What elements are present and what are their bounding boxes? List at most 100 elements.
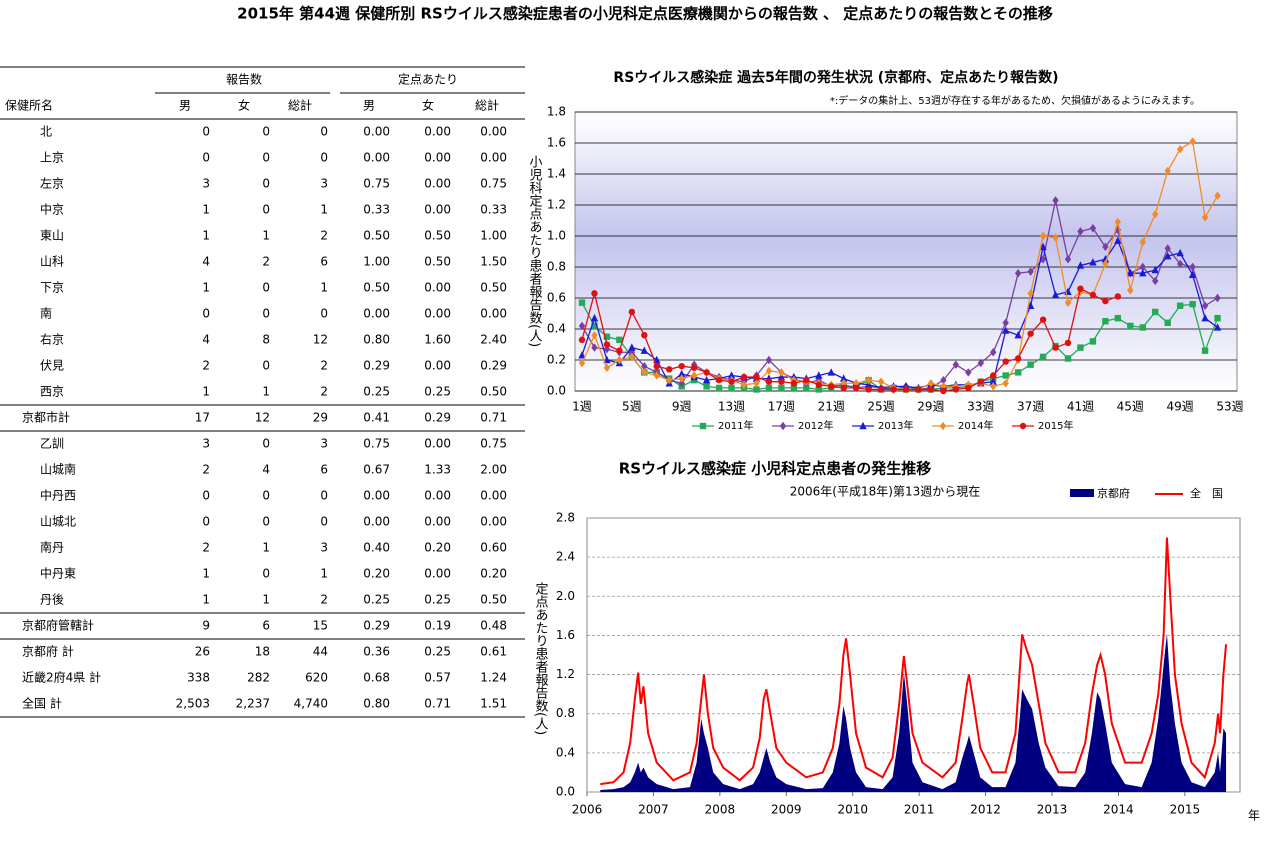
y-tick-label: 0.6 bbox=[547, 291, 566, 305]
row-name: 京都府 計 bbox=[22, 644, 74, 659]
row-name: 近畿2府4県 計 bbox=[22, 670, 101, 685]
cell: 0.00 bbox=[363, 307, 390, 321]
row-name: 山城南 bbox=[40, 462, 76, 477]
cell: 1 bbox=[202, 203, 210, 217]
marker bbox=[1114, 314, 1122, 322]
marker bbox=[1027, 289, 1034, 298]
marker bbox=[1002, 358, 1009, 365]
cell: 0.00 bbox=[424, 515, 451, 529]
marker bbox=[1214, 191, 1221, 200]
cell: 26 bbox=[195, 645, 210, 659]
cell: 0.25 bbox=[363, 385, 390, 399]
legend-marker bbox=[939, 421, 947, 431]
marker bbox=[603, 363, 611, 372]
marker bbox=[753, 373, 760, 381]
x-tick-label: 2012 bbox=[970, 803, 1001, 817]
marker bbox=[815, 386, 822, 393]
legend-label: 2013年 bbox=[878, 419, 913, 432]
marker bbox=[1114, 236, 1122, 244]
cell: 0.50 bbox=[480, 593, 507, 607]
marker bbox=[1052, 196, 1059, 205]
marker bbox=[1039, 353, 1047, 361]
x-tick-label: 49週 bbox=[1167, 400, 1194, 414]
legend-label: 全 国 bbox=[1190, 486, 1223, 500]
cell: 0.50 bbox=[424, 229, 451, 243]
marker bbox=[1189, 137, 1196, 146]
column-group: 定点あたり bbox=[398, 72, 458, 87]
marker bbox=[952, 386, 960, 393]
cell: 0.75 bbox=[480, 177, 507, 191]
cell: 0.75 bbox=[363, 177, 390, 191]
marker bbox=[1151, 265, 1159, 274]
marker bbox=[1188, 270, 1197, 278]
marker bbox=[1001, 326, 1010, 334]
marker bbox=[1176, 302, 1184, 309]
marker bbox=[1102, 242, 1109, 252]
marker bbox=[1052, 344, 1059, 351]
marker bbox=[827, 368, 835, 376]
row-name: 全国 計 bbox=[22, 696, 62, 711]
legend-swatch bbox=[1070, 489, 1094, 497]
cell: 0.29 bbox=[363, 619, 390, 633]
marker bbox=[690, 371, 698, 380]
column-header: 総計 bbox=[475, 98, 499, 113]
marker bbox=[1152, 276, 1159, 286]
cell: 6 bbox=[320, 463, 328, 477]
y-tick-label: 0.8 bbox=[547, 260, 566, 274]
y-tick-label: 1.4 bbox=[547, 167, 566, 181]
cell: 2,503 bbox=[176, 697, 210, 711]
cell: 3 bbox=[202, 437, 210, 451]
marker bbox=[1139, 238, 1146, 247]
marker bbox=[1139, 324, 1146, 331]
cell: 2 bbox=[202, 541, 210, 555]
cell: 0.20 bbox=[480, 567, 507, 581]
legend-marker bbox=[1019, 422, 1027, 430]
cell: 1 bbox=[202, 567, 210, 581]
marker bbox=[678, 363, 685, 370]
cell: 0.75 bbox=[363, 437, 390, 451]
cell: 0.00 bbox=[363, 125, 390, 139]
column-header: 男 bbox=[179, 99, 191, 113]
marker bbox=[1164, 244, 1171, 253]
cell: 1 bbox=[262, 593, 270, 607]
marker bbox=[1026, 301, 1035, 309]
marker bbox=[765, 378, 773, 385]
marker bbox=[1114, 293, 1122, 300]
row-name: 京都市計 bbox=[22, 410, 70, 425]
marker bbox=[840, 379, 847, 388]
marker bbox=[1127, 286, 1134, 295]
marker bbox=[977, 358, 984, 368]
row-name: 東山 bbox=[40, 229, 64, 243]
row-name: 乙訓 bbox=[40, 436, 64, 451]
y-tick-label: 1.8 bbox=[547, 105, 566, 119]
y-tick-label: 2.8 bbox=[556, 511, 575, 525]
marker bbox=[940, 375, 947, 385]
marker bbox=[1014, 355, 1022, 362]
marker bbox=[989, 377, 997, 385]
marker bbox=[1213, 323, 1222, 331]
column-header: 男 bbox=[363, 99, 375, 113]
marker bbox=[852, 384, 860, 392]
cell: 0 bbox=[262, 489, 270, 503]
cell: 0.68 bbox=[363, 671, 390, 685]
y-tick-label: 0.0 bbox=[556, 785, 575, 799]
cell: 0 bbox=[262, 437, 270, 451]
y-tick-label: 0.2 bbox=[547, 353, 566, 367]
cell: 0.00 bbox=[424, 489, 451, 503]
x-tick-label: 2006 bbox=[572, 803, 603, 817]
series-line bbox=[581, 200, 1218, 391]
x-tick-label: 2007 bbox=[638, 803, 669, 817]
cell: 0.00 bbox=[424, 203, 451, 217]
cell: 1 bbox=[202, 385, 210, 399]
x-tick-label: 53週 bbox=[1216, 400, 1243, 414]
cell: 1 bbox=[202, 281, 210, 295]
marker bbox=[977, 378, 984, 385]
cell: 3 bbox=[320, 437, 328, 451]
marker bbox=[640, 346, 649, 354]
cell: 2 bbox=[320, 593, 328, 607]
column-header: 女 bbox=[238, 98, 250, 113]
cell: 0.19 bbox=[424, 619, 451, 633]
marker bbox=[727, 371, 736, 379]
marker bbox=[616, 336, 623, 344]
row-name: 山科 bbox=[40, 255, 64, 269]
